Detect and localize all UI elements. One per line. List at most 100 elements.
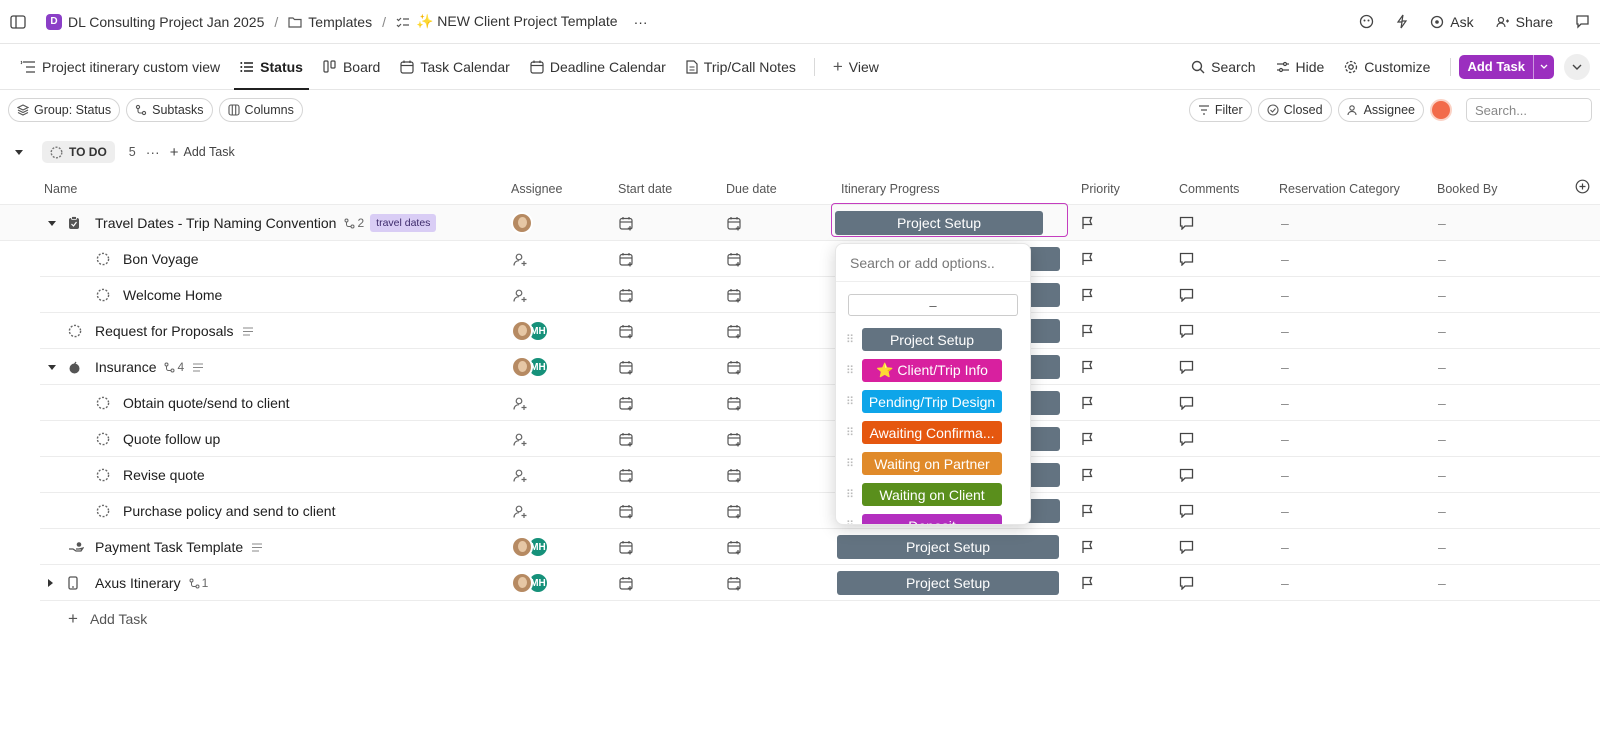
table-row[interactable]: Quote follow up – – bbox=[40, 421, 1600, 457]
status-badge[interactable]: TO DO bbox=[42, 141, 115, 163]
tag-pill[interactable]: travel dates bbox=[370, 214, 437, 232]
subtask-count[interactable]: 2 bbox=[344, 216, 364, 230]
group-status-pill[interactable]: Group: Status bbox=[8, 98, 121, 122]
chat-icon[interactable] bbox=[1575, 14, 1590, 29]
due-date-icon[interactable] bbox=[727, 349, 742, 385]
flag-icon[interactable] bbox=[1081, 565, 1094, 601]
add-assignee-icon[interactable] bbox=[513, 241, 528, 277]
dropdown-search-input[interactable]: Search or add options.. bbox=[836, 244, 1030, 282]
dropdown-option[interactable]: ⠿ Deposit bbox=[836, 510, 1030, 524]
task-name[interactable]: Insurance bbox=[95, 359, 157, 375]
todo-status-icon[interactable] bbox=[96, 493, 110, 529]
booked-by-value[interactable]: – bbox=[1438, 467, 1446, 483]
comment-icon[interactable] bbox=[1179, 493, 1194, 529]
booked-by-value[interactable]: – bbox=[1438, 215, 1446, 231]
col-itinerary-progress[interactable]: Itinerary Progress bbox=[841, 182, 940, 196]
add-assignee-icon[interactable] bbox=[513, 457, 528, 493]
task-name-cell[interactable]: Quote follow up bbox=[123, 421, 220, 457]
assignee-cell[interactable] bbox=[511, 205, 533, 241]
task-name[interactable]: Quote follow up bbox=[123, 431, 221, 447]
user-avatar[interactable] bbox=[1430, 99, 1452, 121]
start-date-icon[interactable] bbox=[619, 277, 634, 313]
caret-right-icon[interactable] bbox=[47, 565, 54, 601]
flag-icon[interactable] bbox=[1081, 349, 1094, 385]
reservation-value[interactable]: – bbox=[1281, 287, 1289, 303]
columns-pill[interactable]: Columns bbox=[218, 98, 303, 122]
search-button[interactable]: Search bbox=[1191, 59, 1256, 75]
closed-pill[interactable]: Closed bbox=[1257, 98, 1332, 122]
assignee-cell[interactable]: MH bbox=[511, 349, 549, 385]
booked-by-value[interactable]: – bbox=[1438, 575, 1446, 591]
start-date-icon[interactable] bbox=[619, 457, 634, 493]
reservation-value[interactable]: – bbox=[1281, 251, 1289, 267]
task-name[interactable]: Travel Dates - Trip Naming Convention bbox=[95, 215, 337, 231]
todo-status-icon[interactable] bbox=[96, 457, 110, 493]
comment-icon[interactable] bbox=[1179, 421, 1194, 457]
subtask-count[interactable]: 4 bbox=[164, 360, 184, 374]
task-name[interactable]: Payment Task Template bbox=[95, 539, 244, 555]
add-view-button[interactable]: + View bbox=[823, 44, 889, 89]
table-row[interactable]: Travel Dates - Trip Naming Convention 2 tr… bbox=[0, 205, 1600, 241]
caret-down-icon[interactable] bbox=[47, 349, 57, 385]
task-name[interactable]: Request for Proposals bbox=[95, 323, 234, 339]
task-name-cell[interactable]: Request for Proposals bbox=[95, 313, 254, 349]
table-row[interactable]: Welcome Home – – bbox=[40, 277, 1600, 313]
task-name-cell[interactable]: Axus Itinerary 1 bbox=[95, 565, 208, 601]
booked-by-value[interactable]: – bbox=[1438, 323, 1446, 339]
breadcrumb-list[interactable]: ✨ NEW Client Project Template bbox=[415, 13, 618, 29]
more-icon[interactable]: ··· bbox=[145, 144, 160, 160]
booked-by-value[interactable]: – bbox=[1438, 395, 1446, 411]
table-row[interactable]: Purchase policy and send to client – – bbox=[40, 493, 1600, 529]
table-row[interactable]: Insurance 4 MH – – bbox=[40, 349, 1600, 385]
tab-custom-view[interactable]: Project itinerary custom view bbox=[10, 44, 230, 89]
insurance-icon[interactable] bbox=[68, 349, 81, 385]
col-reservation-category[interactable]: Reservation Category bbox=[1279, 182, 1400, 196]
add-assignee-icon[interactable] bbox=[513, 493, 528, 529]
flag-icon[interactable] bbox=[1081, 493, 1094, 529]
due-date-icon[interactable] bbox=[727, 205, 742, 241]
todo-status-icon[interactable] bbox=[96, 277, 110, 313]
start-date-icon[interactable] bbox=[619, 385, 634, 421]
table-row[interactable]: Payment Task Template MH Project Setup – – bbox=[40, 529, 1600, 565]
tab-trip-call-notes[interactable]: Trip/Call Notes bbox=[676, 44, 806, 89]
todo-status-icon[interactable] bbox=[96, 421, 110, 457]
drag-handle-icon[interactable]: ⠿ bbox=[846, 334, 855, 346]
table-row[interactable]: Revise quote – – bbox=[40, 457, 1600, 493]
todo-status-icon[interactable] bbox=[68, 313, 82, 349]
booked-by-value[interactable]: – bbox=[1438, 251, 1446, 267]
comment-icon[interactable] bbox=[1179, 349, 1194, 385]
add-assignee-icon[interactable] bbox=[513, 421, 528, 457]
start-date-icon[interactable] bbox=[619, 493, 634, 529]
task-name[interactable]: Bon Voyage bbox=[123, 251, 199, 267]
start-date-icon[interactable] bbox=[619, 565, 634, 601]
reservation-value[interactable]: – bbox=[1281, 539, 1289, 555]
start-date-icon[interactable] bbox=[619, 349, 634, 385]
flag-icon[interactable] bbox=[1081, 385, 1094, 421]
drag-handle-icon[interactable]: ⠿ bbox=[846, 427, 855, 439]
ask-button[interactable]: Ask bbox=[1430, 14, 1474, 30]
dropdown-option[interactable]: ⠿ Awaiting Confirma... bbox=[836, 417, 1030, 448]
task-name[interactable]: Axus Itinerary bbox=[95, 575, 181, 591]
dropdown-option[interactable]: ⠿ Waiting on Client bbox=[836, 479, 1030, 510]
task-name-cell[interactable]: Insurance 4 bbox=[95, 349, 204, 385]
due-date-icon[interactable] bbox=[727, 277, 742, 313]
tab-deadline-calendar[interactable]: Deadline Calendar bbox=[520, 44, 676, 89]
phone-icon[interactable] bbox=[68, 565, 78, 601]
add-column-icon[interactable] bbox=[1575, 179, 1590, 197]
booked-by-value[interactable]: – bbox=[1438, 539, 1446, 555]
reservation-value[interactable]: – bbox=[1281, 323, 1289, 339]
task-name[interactable]: Obtain quote/send to client bbox=[123, 395, 290, 411]
caret-down-icon[interactable] bbox=[47, 205, 57, 241]
group-add-task[interactable]: + Add Task bbox=[170, 144, 235, 161]
flag-icon[interactable] bbox=[1081, 421, 1094, 457]
flag-icon[interactable] bbox=[1081, 313, 1094, 349]
reservation-value[interactable]: – bbox=[1281, 503, 1289, 519]
more-icon[interactable]: ··· bbox=[633, 13, 648, 30]
booked-by-value[interactable]: – bbox=[1438, 359, 1446, 375]
collapse-button[interactable] bbox=[1564, 53, 1590, 80]
col-start-date[interactable]: Start date bbox=[618, 182, 673, 196]
drag-handle-icon[interactable]: ⠿ bbox=[846, 489, 855, 501]
col-comments[interactable]: Comments bbox=[1179, 182, 1240, 196]
table-row[interactable]: Bon Voyage – – bbox=[40, 241, 1600, 277]
due-date-icon[interactable] bbox=[727, 241, 742, 277]
